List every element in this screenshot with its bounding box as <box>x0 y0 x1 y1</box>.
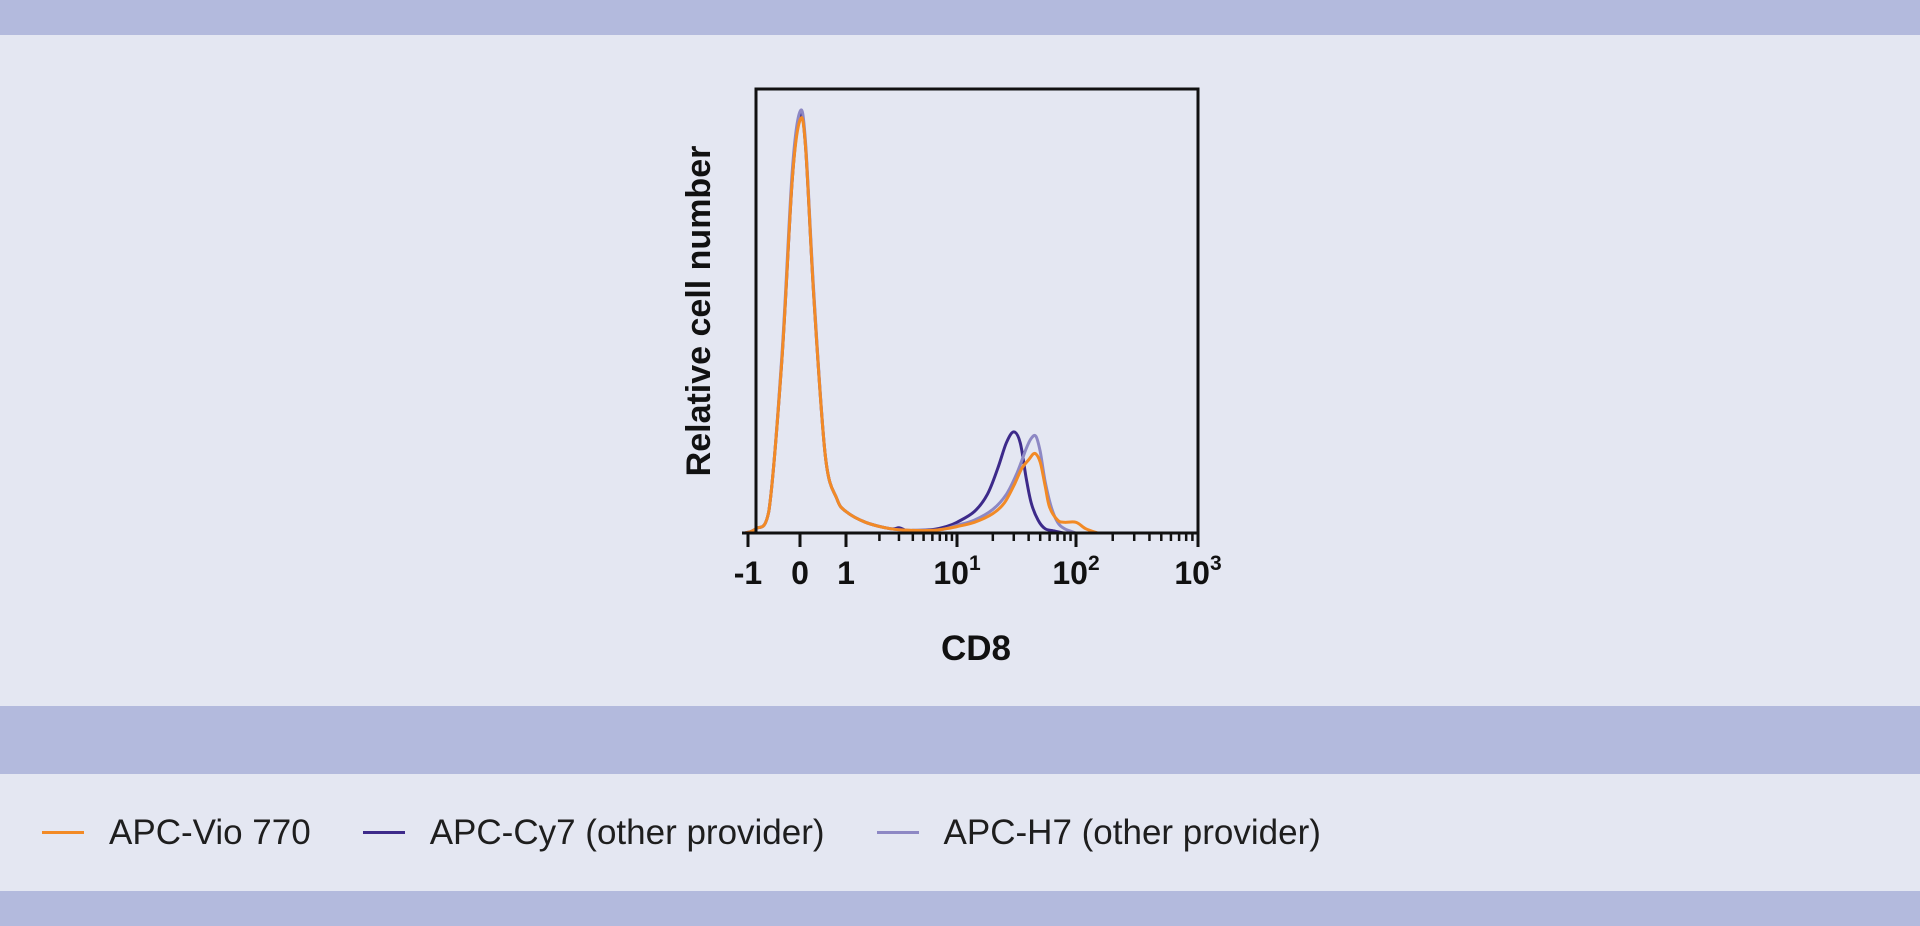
legend-label: APC-Vio 770 <box>109 812 311 852</box>
x-tick-label: 101 <box>933 552 981 591</box>
x-tick-label: 1 <box>837 555 855 591</box>
legend-swatch <box>362 831 405 834</box>
series-line-1 <box>744 112 1076 535</box>
legend-swatch <box>42 831 84 834</box>
legend-item-apc-cy7: APC-Cy7 (other provider) <box>362 812 825 853</box>
legend-swatch <box>876 831 919 834</box>
legend-item-apc-h7: APC-H7 (other provider) <box>876 812 1321 853</box>
chart-panel: -1 0 1 101 102 103 CD8 Relative cell number <box>0 35 1920 706</box>
legend-panel: APC-Vio 770 APC-Cy7 (other provider) APC… <box>0 774 1920 891</box>
x-tick-label: -1 <box>734 555 762 591</box>
series-line-2 <box>744 108 1077 535</box>
legend-item-apc-vio-770: APC-Vio 770 <box>42 813 311 853</box>
x-axis-label: CD8 <box>941 629 1011 668</box>
middle-band <box>0 706 1920 774</box>
chart-legend: APC-Vio 770 APC-Cy7 (other provider) APC… <box>42 774 1373 891</box>
top-band <box>0 0 1920 35</box>
x-tick-label: 102 <box>1052 552 1099 591</box>
plot-frame <box>754 87 1200 535</box>
legend-label: APC-Cy7 (other provider) <box>429 812 825 852</box>
histogram-chart: -1 0 1 101 102 103 CD8 Relative cell number <box>680 87 1222 668</box>
x-tick-label: 0 <box>791 555 809 591</box>
legend-label: APC-H7 (other provider) <box>943 812 1321 852</box>
series-line-0 <box>744 116 1098 535</box>
y-axis-label: Relative cell number <box>680 146 718 477</box>
x-tick-label: 103 <box>1174 552 1221 591</box>
bottom-band <box>0 891 1920 926</box>
